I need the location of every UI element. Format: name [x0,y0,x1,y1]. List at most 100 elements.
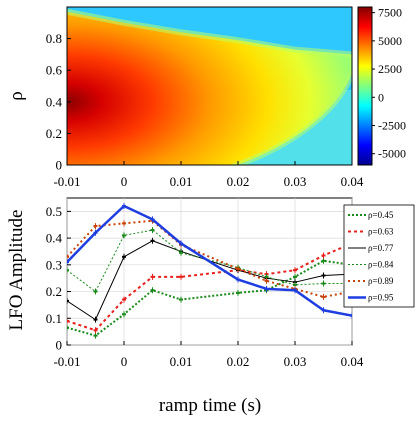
heatmap-y-tick-label: 0.2 [46,126,62,141]
heatmap-y-tick-label: 0.6 [46,63,63,78]
data-point [321,254,326,257]
data-point [122,313,126,316]
data-point [93,329,98,332]
line-chart-y-tick-label: 0.2 [46,284,62,299]
colorbar-tick-label: -2500 [378,119,406,133]
data-point [179,251,183,254]
data-point [93,231,98,234]
line-chart-x-tick-label: 0.01 [170,354,193,369]
legend-label: ρ=0.45 [368,210,394,220]
heatmap-region-edge [67,8,352,165]
data-point [179,242,183,245]
heatmap-x-tick-label: -0.01 [53,174,80,189]
data-point [321,274,326,277]
data-point [93,334,98,337]
line-chart-y-tick-label: 0.3 [46,257,62,272]
data-point [93,290,98,293]
line-chart-x-tick-label: 0.03 [284,354,307,369]
heatmap-y-tick-label: 0.8 [46,31,62,46]
legend-label: ρ=0.95 [368,293,394,303]
data-point [293,275,297,278]
legend-label: ρ=0.84 [368,260,394,270]
heatmap-x-tick-label: 0.03 [284,174,307,189]
data-point [122,234,126,237]
colorbar-ticks: 7500 5000 2500 0 -2500 -5000 [372,6,406,161]
line-chart-panel: -0.01 0 0.01 0.02 0.03 0.04 00.10.20.30.40.5 … [6,197,415,416]
series-line-5 [67,219,352,298]
data-point [321,295,326,298]
legend: ρ=0.45 ρ=0.63 ρ=0.77 ρ=0.84 ρ=0.89 ρ=0.95 [343,204,415,308]
data-point [150,289,155,292]
heatmap-plot-area [67,7,352,165]
line-chart-series [67,203,352,339]
data-point [150,275,155,278]
data-point [93,318,98,321]
colorbar-tick-label: -5000 [378,147,406,161]
heatmap-x-tick-label: 0.02 [227,174,250,189]
data-point [67,269,69,272]
data-point [122,255,126,258]
colorbar-tick-label: 7500 [378,6,402,20]
line-chart-x-ticks: -0.01 0 0.01 0.02 0.03 0.04 [53,341,364,369]
data-point [67,261,69,264]
data-point [67,299,69,302]
data-point [67,255,69,258]
colorbar-gradient [357,6,373,166]
series-line-2 [67,242,352,332]
data-point [179,275,183,278]
heatmap-frame [66,6,353,166]
series-line-1 [67,259,352,337]
colorbar: 7500 5000 2500 0 -2500 -5000 [357,6,406,166]
data-point [93,225,98,228]
heatmap-y-tick-label: 0 [56,158,63,173]
line-chart-x-tick-label: -0.01 [53,354,80,369]
line-chart-y-tick-label: 0 [56,338,63,353]
data-point [293,289,297,292]
colorbar-tick-label: 0 [378,90,384,104]
data-point [321,282,326,285]
data-point [293,269,297,272]
colorbar-tick-label: 2500 [378,62,402,76]
heatmap-panel: -0.01 0 0.01 0.02 0.03 0.04 00.20.40.60.8 ρ [6,6,364,189]
heatmap-y-axis-label: ρ [6,91,27,100]
heatmap-x-tick-label: 0.04 [341,174,364,189]
data-point [236,291,240,294]
data-point [122,298,126,301]
line-chart-x-tick-label: 0.04 [341,354,364,369]
legend-box [343,204,415,308]
legend-items: ρ=0.45 ρ=0.63 ρ=0.77 ρ=0.84 ρ=0.89 ρ=0.95 [348,210,394,303]
line-chart-y-ticks: 0 0.1 0.2 0.3 0.4 0.5 [46,204,71,353]
line-chart-x-tick-label: 0 [121,354,128,369]
data-point [67,319,69,322]
heatmap-y-tick-label: 0.4 [46,94,63,109]
data-point [264,287,269,290]
data-point [236,267,240,270]
data-point [122,222,126,225]
data-point [350,314,352,317]
line-chart-x-axis-label: ramp time (s) [159,395,261,416]
data-point [321,309,326,312]
data-point [179,298,183,301]
line-chart-y-tick-label: 0.1 [46,311,62,326]
data-point [150,239,155,242]
colorbar-tick-label: 5000 [378,34,402,48]
data-point [67,326,69,329]
line-chart-y-axis-label: LFO Amplitude [6,210,27,331]
data-point [321,259,326,262]
heatmap-x-tick-label: 0 [121,174,128,189]
data-point [236,278,240,281]
heatmap-x-ticks: -0.01 0 0.01 0.02 0.03 0.04 [53,161,364,189]
data-point [264,279,269,282]
data-point [293,283,297,286]
line-chart-x-tick-label: 0.02 [227,354,250,369]
series-line-6 [67,204,352,317]
line-chart-y-tick-label: 0.5 [46,204,62,219]
heatmap-x-tick-label: 0.01 [170,174,193,189]
data-point [150,218,155,221]
legend-label: ρ=0.63 [368,227,394,237]
line-chart-y-tick-label: 0.4 [46,231,63,246]
data-point [264,275,269,278]
legend-label: ρ=0.89 [368,276,394,286]
